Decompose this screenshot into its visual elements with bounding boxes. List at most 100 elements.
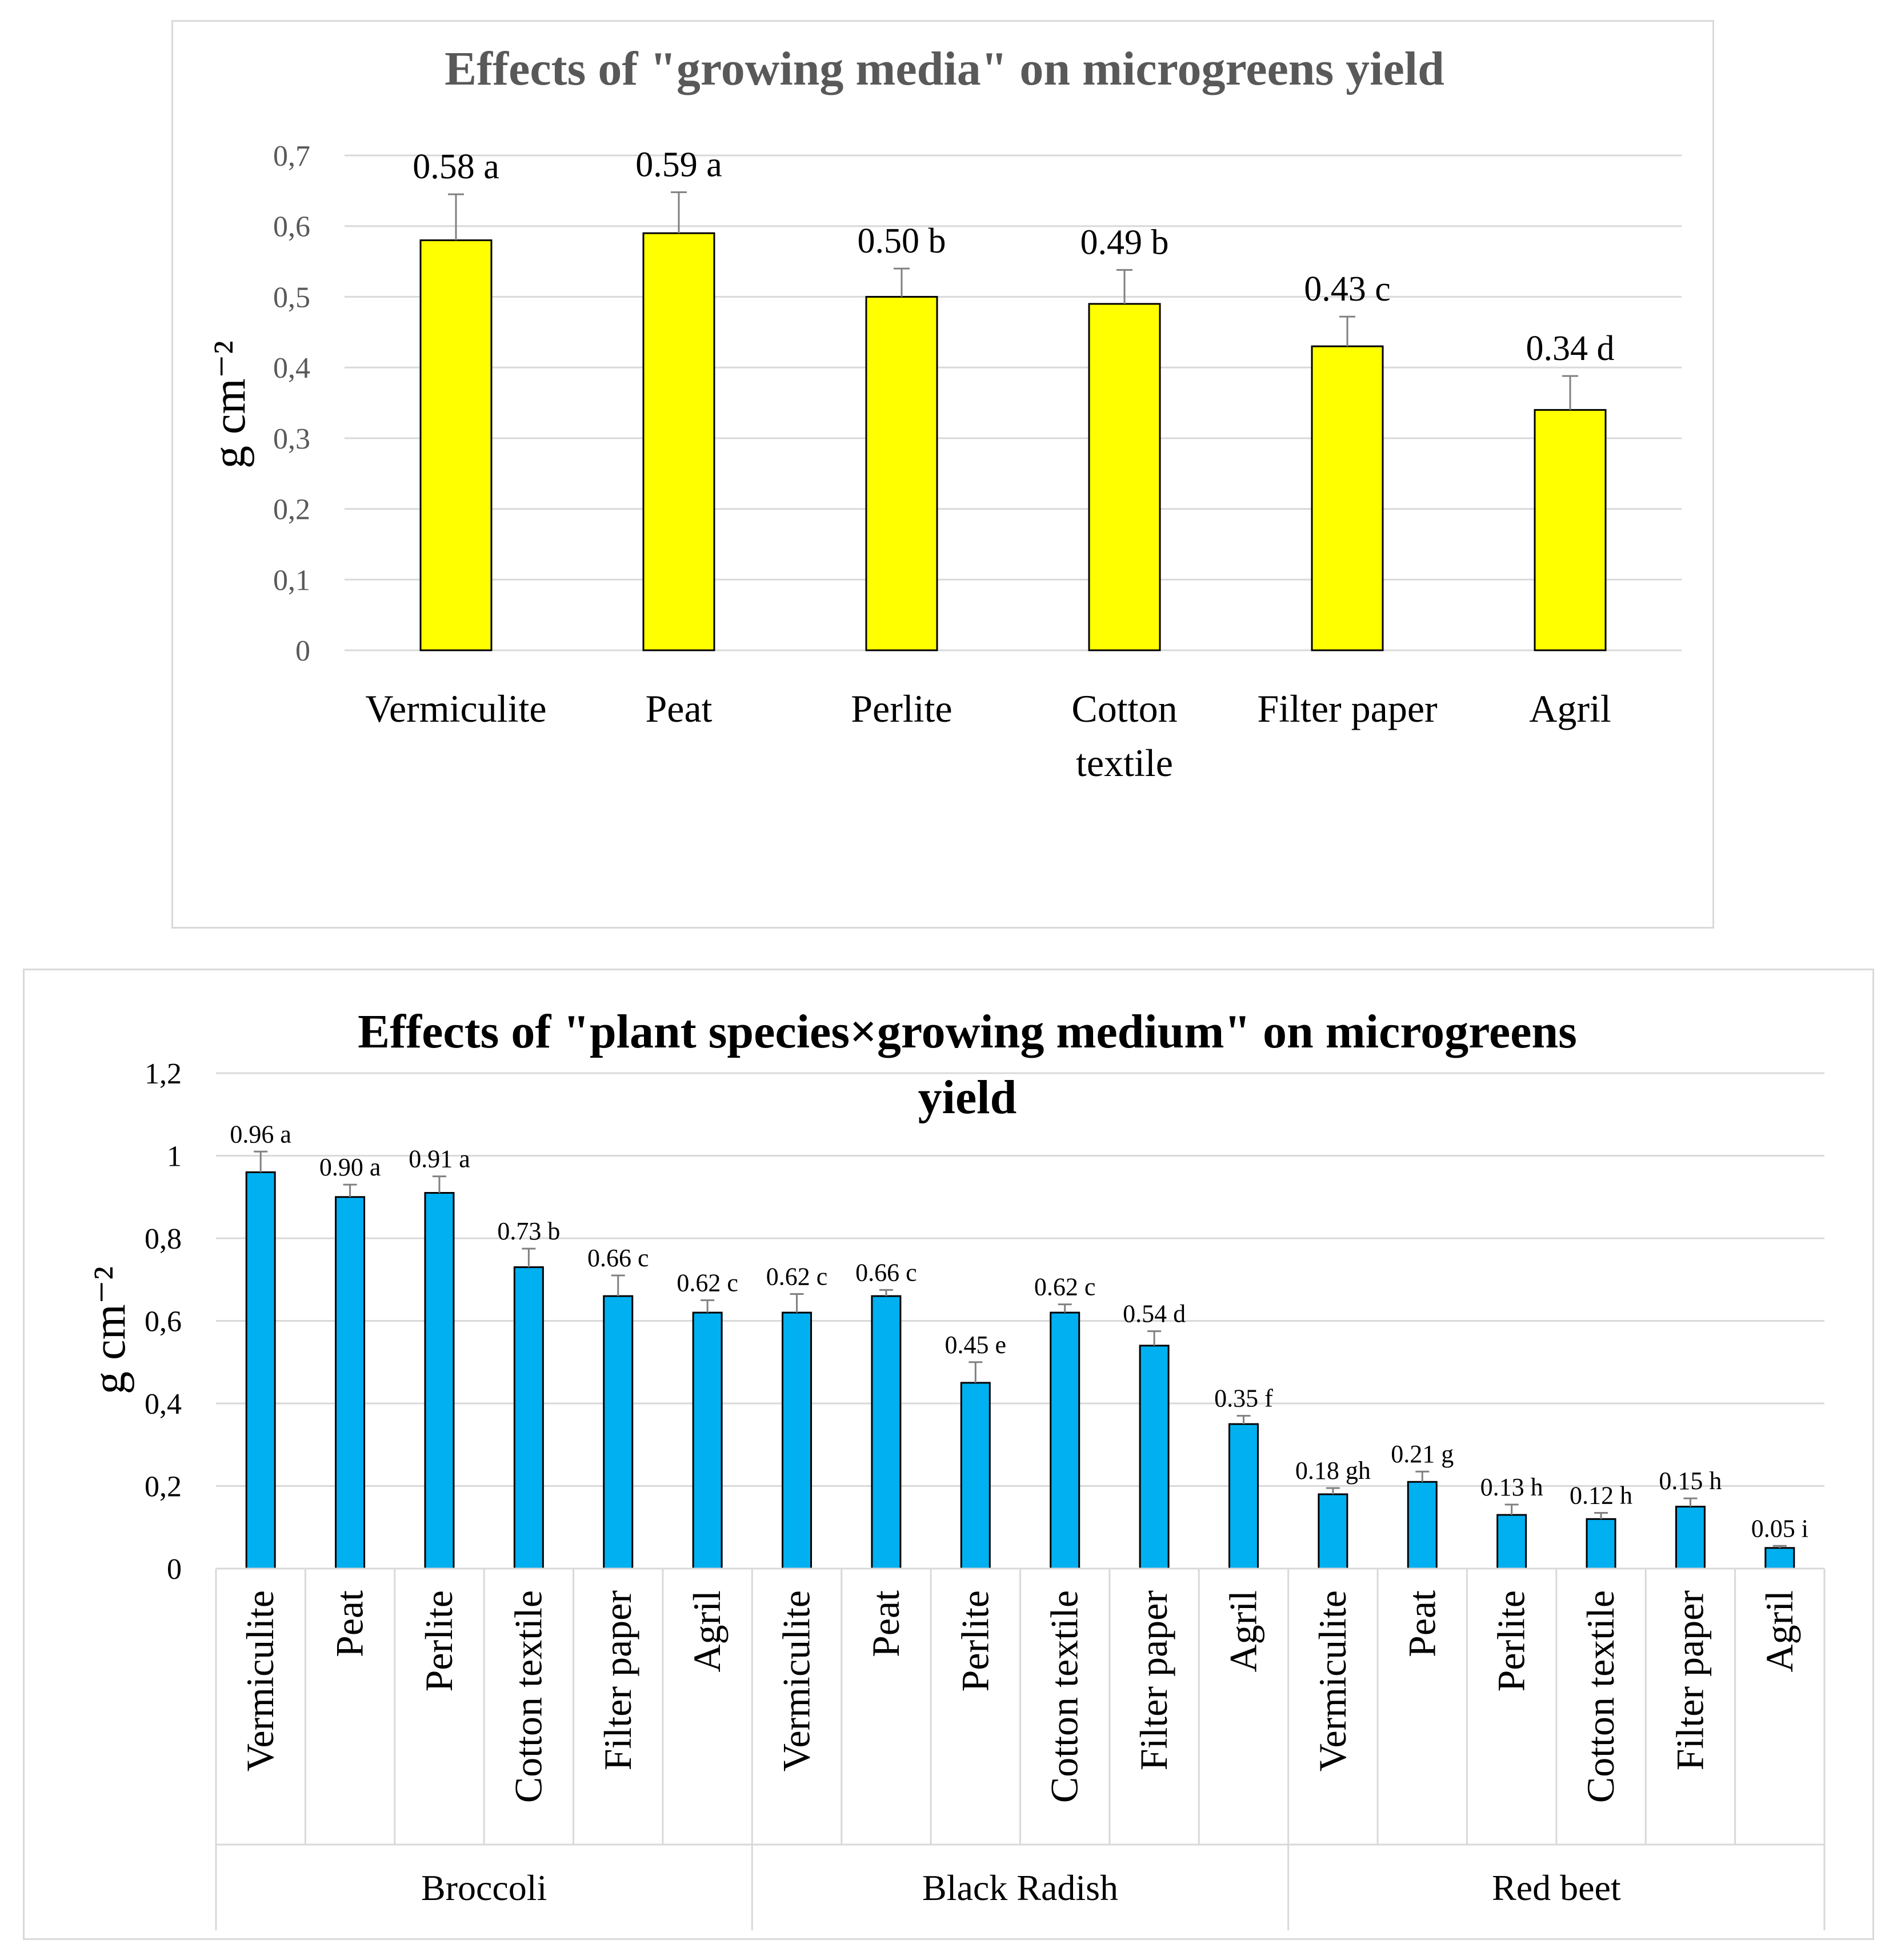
x-tick-label: Peat (864, 1590, 907, 1657)
y-tick-label: 0,4 (273, 352, 310, 385)
bar (1496, 1514, 1527, 1570)
x-tick-label-group: Perlite (417, 1590, 461, 1692)
data-label: 0.62 c (677, 1269, 738, 1297)
bar (513, 1266, 544, 1570)
data-label: 0.96 a (230, 1120, 291, 1148)
x-tick-label: Vermiculite (775, 1590, 818, 1771)
data-label: 0.91 a (409, 1145, 470, 1173)
y-tick-label: 0,4 (145, 1388, 182, 1421)
y-tick-label: 0,2 (273, 494, 310, 526)
y-tick-label: 0,1 (273, 564, 310, 597)
x-tick-label: Filter paper (1257, 687, 1438, 730)
chart-title-line-1: Effects of "plant species×growing medium… (358, 1005, 1577, 1058)
x-tick-label-group: Vermiculite (238, 1590, 282, 1771)
x-tick-label-group: Filter paper (1668, 1590, 1711, 1771)
bar (871, 1295, 902, 1570)
bar (865, 295, 938, 651)
data-label: 0.18 gh (1295, 1457, 1371, 1485)
bar (1311, 345, 1384, 651)
y-tick-label: 1,2 (145, 1058, 182, 1090)
data-label: 0.50 b (858, 222, 946, 261)
x-tick-label-group: Peat (864, 1590, 907, 1657)
y-tick-label: 0,2 (145, 1471, 182, 1503)
x-tick-label: Agril (1221, 1590, 1264, 1673)
x-tick-label-group: Agril (1221, 1590, 1264, 1673)
x-tick-label: Peat (1400, 1590, 1443, 1657)
x-tick-label: Cotton textile (1043, 1590, 1086, 1803)
chart-growing-media: Effects of "growing media" on microgreen… (171, 20, 1714, 929)
bar (245, 1171, 276, 1570)
x-tick-label: Vermiculite (238, 1590, 282, 1771)
y-tick-label: 0 (295, 635, 310, 667)
bar (1139, 1345, 1170, 1570)
bar (1407, 1481, 1438, 1570)
x-tick-label: Cotton (1071, 687, 1177, 730)
data-label: 0.66 c (587, 1244, 649, 1272)
x-tick-label-group: Perlite (953, 1590, 996, 1692)
x-tick-label: Perlite (1490, 1590, 1533, 1692)
x-tick-label: textile (1076, 741, 1173, 785)
group-label: Red beet (1492, 1867, 1621, 1908)
x-tick-label-group: Filter paper (1132, 1590, 1175, 1771)
bar (603, 1295, 634, 1570)
y-tick-label: 0,7 (273, 140, 310, 173)
x-tick-label: Perlite (953, 1590, 996, 1692)
x-tick-label: Cotton textile (506, 1590, 550, 1803)
y-axis-label: g cm⁻² (205, 341, 255, 469)
group-label: Broccoli (421, 1867, 547, 1908)
chart-title-line-2: yield (918, 1071, 1017, 1124)
x-tick-label: Filter paper (1132, 1590, 1175, 1771)
chart-title: Effects of "growing media" on microgreen… (445, 42, 1444, 95)
x-tick-label-group: Agril (1758, 1590, 1801, 1673)
bar (692, 1311, 723, 1570)
data-label: 0.62 c (1034, 1273, 1096, 1301)
data-label: 0.34 d (1526, 329, 1615, 368)
bar (782, 1311, 813, 1570)
data-label: 0.58 a (413, 147, 499, 186)
bar (1534, 409, 1607, 651)
x-tick-label: Vermiculite (365, 687, 546, 730)
bar (1050, 1311, 1080, 1570)
data-label: 0.15 h (1659, 1467, 1722, 1495)
data-label: 0.49 b (1080, 223, 1169, 262)
bar (642, 232, 715, 651)
x-tick-label-group: Peat (328, 1590, 371, 1657)
y-axis-label: g cm⁻² (85, 1266, 135, 1394)
bar (1586, 1518, 1616, 1570)
bar (1764, 1547, 1795, 1570)
bar (960, 1382, 991, 1570)
y-tick-label: 0,3 (273, 423, 310, 455)
x-tick-label: Agril (1758, 1590, 1801, 1673)
bar (1088, 303, 1161, 651)
x-tick-label: Cotton textile (1579, 1590, 1622, 1803)
data-label: 0.45 e (945, 1331, 1007, 1359)
data-label: 0.13 h (1480, 1473, 1543, 1501)
data-label: 0.43 c (1304, 270, 1391, 309)
data-label: 0.66 c (855, 1258, 917, 1286)
x-tick-label-group: Agril (685, 1590, 729, 1673)
y-tick-label: 0 (167, 1553, 182, 1586)
y-tick-label: 0,6 (145, 1306, 182, 1338)
x-tick-label-group: Cotton textile (506, 1590, 550, 1803)
x-tick-label: Agril (685, 1590, 729, 1673)
x-tick-label: Peat (328, 1590, 371, 1657)
chart-species-by-medium-svg: Effects of "plant species×growing medium… (85, 1005, 1826, 1930)
data-label: 0.59 a (635, 145, 722, 184)
y-tick-label: 0,6 (273, 211, 310, 243)
bar (424, 1192, 455, 1570)
x-tick-label-group: Perlite (1490, 1590, 1533, 1692)
y-tick-label: 0,5 (273, 281, 310, 314)
x-tick-label: Agril (1529, 687, 1611, 730)
data-label: 0.54 d (1123, 1300, 1186, 1328)
y-tick-label: 0,8 (145, 1223, 182, 1255)
x-tick-label-group: Cotton textile (1043, 1590, 1086, 1803)
data-label: 0.73 b (497, 1217, 560, 1245)
x-tick-label: Perlite (417, 1590, 461, 1692)
x-tick-label-group: Peat (1400, 1590, 1443, 1657)
chart-species-by-medium: Effects of "plant species×growing medium… (23, 969, 1874, 1940)
data-label: 0.12 h (1570, 1481, 1632, 1509)
bar (335, 1196, 366, 1570)
group-label: Black Radish (922, 1867, 1118, 1908)
x-tick-label-group: Filter paper (596, 1590, 639, 1771)
bar (1228, 1423, 1259, 1570)
